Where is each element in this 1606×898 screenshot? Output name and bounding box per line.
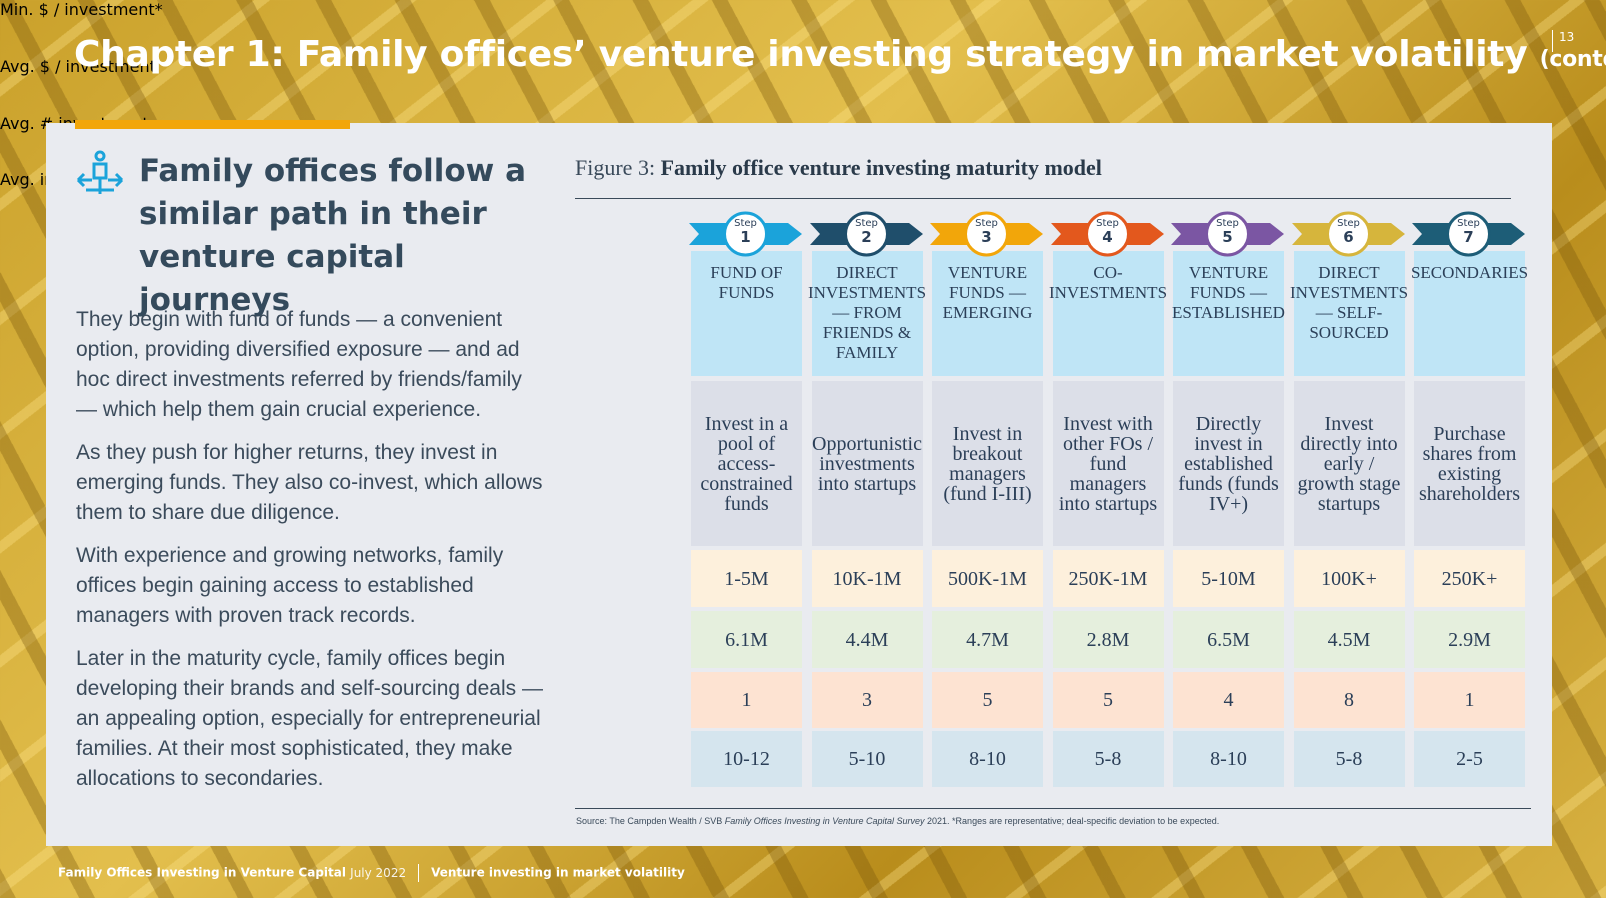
step-circle — [723, 211, 768, 257]
paragraph: They begin with fund of funds — a conven… — [76, 308, 522, 421]
paragraph: Later in the maturity cycle, family offi… — [76, 647, 543, 790]
publication: Family Offices Investing in Venture Capi… — [58, 865, 346, 880]
source-prefix: Source: The Campden Wealth / SVB — [576, 816, 723, 826]
date: July 2022 — [350, 865, 407, 880]
cell-count: 1 — [1414, 672, 1525, 728]
section: Venture investing in market volatility — [431, 865, 685, 880]
cell-duration: 2-5 — [1414, 731, 1525, 787]
cell-avg: 6.5M — [1173, 611, 1284, 668]
cell-name: VENTURE FUNDS — ESTABLISHED — [1172, 251, 1285, 376]
cell-count: 1 — [691, 672, 802, 728]
cell-avg: 4.7M — [932, 611, 1043, 668]
source: Source: The Campden Wealth / SVB Family … — [576, 816, 1219, 826]
step-number: 1 — [740, 228, 750, 246]
step-circle — [1084, 211, 1130, 257]
title-suffix: (contd...) — [1539, 47, 1606, 72]
cell-description: Invest with other FOs / fund managers in… — [1052, 381, 1164, 546]
cell-min: 250K+ — [1414, 550, 1525, 607]
step-circle — [1205, 211, 1250, 257]
source-italic: Family Offices Investing in Venture Capi… — [724, 816, 925, 826]
cell-avg: 6.1M — [691, 611, 802, 668]
cell-count: 5 — [1052, 672, 1164, 728]
cell-duration: 10-12 — [691, 731, 802, 787]
cell-avg: 4.5M — [1293, 611, 1405, 668]
cell-description: Directly invest in established funds (fu… — [1173, 381, 1284, 546]
cell-duration: 8-10 — [1173, 731, 1284, 787]
step-word: Step — [734, 218, 757, 229]
paragraph: As they push for higher returns, they in… — [76, 441, 543, 524]
cell-name: FUND OF FUNDS — [691, 251, 802, 376]
cell-avg: 2.8M — [1052, 611, 1164, 668]
step-circle — [1325, 211, 1371, 257]
figure-label: Figure 3: — [575, 155, 656, 180]
page-number: 13 — [1552, 30, 1574, 52]
cell-min: 250K-1M — [1052, 550, 1164, 607]
cell-description: Invest directly into early / growth stag… — [1293, 381, 1405, 546]
cell-count: 4 — [1173, 672, 1284, 728]
paragraphs: They begin with fund of funds — a conven… — [76, 305, 546, 807]
cell-count: 8 — [1293, 672, 1405, 728]
rule — [575, 198, 1511, 199]
heading: Family offices follow a similar path in … — [139, 153, 527, 318]
cell-name: SECONDARIES — [1411, 251, 1528, 376]
cell-count: 3 — [811, 672, 923, 728]
cell-description: Invest in breakout managers (fund I-III) — [932, 381, 1043, 546]
step-word: Step — [1457, 218, 1480, 229]
cell-name: DIRECT INVESTMENTS — FROM FRIENDS & FAMI… — [808, 251, 926, 376]
cell-avg: 4.4M — [811, 611, 923, 668]
cell-description: Opportunistic investments into startups — [811, 381, 923, 546]
rule — [575, 808, 1531, 809]
step-circle — [964, 211, 1009, 257]
step-number: 5 — [1222, 228, 1232, 246]
step-number: 4 — [1102, 228, 1112, 246]
cell-description: Purchase shares from existing shareholde… — [1414, 381, 1525, 546]
cell-min: 5-10M — [1173, 550, 1284, 607]
cell-count: 5 — [932, 672, 1043, 728]
step-word: Step — [1216, 218, 1239, 229]
title: Chapter 1: Family offices’ venture inves… — [74, 34, 1606, 75]
step-word: Step — [975, 218, 998, 229]
title-text: Chapter 1: Family offices’ venture inves… — [74, 34, 1528, 75]
cell-min: 1-5M — [691, 550, 802, 607]
source-suffix: 2021. *Ranges are representative; deal-s… — [927, 816, 1220, 826]
footer: Family Offices Investing in Venture Capi… — [58, 864, 685, 882]
row-label: Min. $ / investment* — [0, 0, 163, 19]
cell-avg: 2.9M — [1414, 611, 1525, 668]
cell-duration: 5-8 — [1293, 731, 1405, 787]
step-word: Step — [1096, 218, 1119, 229]
cell-duration: 8-10 — [932, 731, 1043, 787]
step-circle — [843, 211, 889, 257]
figure-name: Family office venture investing maturity… — [660, 155, 1102, 180]
cell-name: VENTURE FUNDS — EMERGING — [932, 251, 1043, 376]
step-number: 6 — [1343, 228, 1353, 246]
step-number: 3 — [981, 228, 991, 246]
cell-duration: 5-10 — [811, 731, 923, 787]
step-word: Step — [1337, 218, 1360, 229]
step-word: Step — [855, 218, 878, 229]
cell-min: 10K-1M — [811, 550, 923, 607]
row-label: Avg. $ / investment — [0, 57, 156, 76]
icon — [76, 150, 124, 194]
figure-title: Figure 3: Family office venture investin… — [575, 155, 1102, 181]
cell-name: DIRECT INVESTMENTS — SELF-SOURCED — [1290, 251, 1408, 376]
cell-min: 500K-1M — [932, 550, 1043, 607]
step-number: 7 — [1463, 228, 1473, 246]
cell-name: CO-INVESTMENTS — [1049, 251, 1167, 376]
cell-min: 100K+ — [1293, 550, 1405, 607]
step-number: 2 — [861, 228, 871, 246]
cell-description: Invest in a pool of access-constrained f… — [691, 381, 802, 546]
step-circle — [1446, 211, 1491, 257]
cell-duration: 5-8 — [1052, 731, 1164, 787]
paragraph: With experience and growing networks, fa… — [76, 544, 504, 627]
accent-bar — [75, 120, 350, 129]
